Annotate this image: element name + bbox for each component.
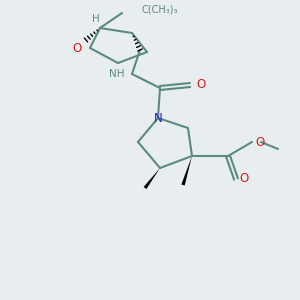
Text: O: O [196, 79, 205, 92]
Text: O: O [255, 136, 264, 148]
Text: N: N [154, 112, 162, 124]
Polygon shape [181, 156, 192, 185]
Polygon shape [144, 168, 160, 189]
Text: O: O [73, 41, 82, 55]
Text: O: O [239, 172, 248, 185]
Text: C(CH₃)₃: C(CH₃)₃ [142, 5, 178, 15]
Text: H: H [92, 14, 100, 24]
Text: NH: NH [109, 69, 124, 79]
